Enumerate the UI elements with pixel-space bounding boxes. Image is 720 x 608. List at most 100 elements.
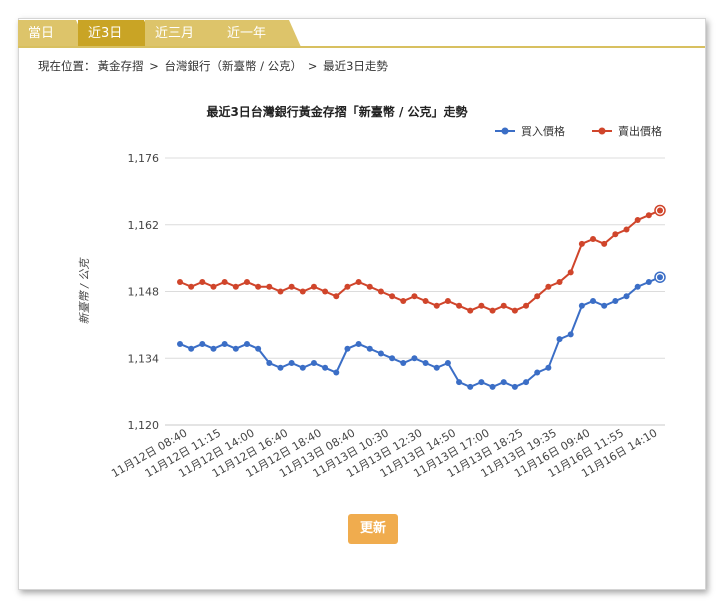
data-point [645,278,652,285]
data-point [444,360,451,367]
data-point [310,283,317,290]
breadcrumb-item-current: 最近3日走勢 [323,59,388,73]
data-point [456,379,463,386]
data-point [433,302,440,309]
data-point [344,345,351,352]
period-tabs: 當日 近3日 近三月 近一年 [18,20,704,47]
legend-label: 賣出價格 [618,124,662,138]
data-point [500,302,507,309]
data-point [266,360,273,367]
chart-panel [18,18,706,590]
data-point [456,302,463,309]
data-point [422,360,429,367]
data-point [523,379,530,386]
data-point [411,293,418,300]
data-point [366,345,373,352]
data-point [210,345,217,352]
data-point [578,302,585,309]
tab-background [78,20,156,47]
data-point [277,288,284,295]
data-point [188,283,195,290]
breadcrumb-item-bank[interactable]: 台灣銀行（新臺幣 / 公克） [164,59,303,73]
data-point [511,307,518,314]
refresh-button[interactable]: 更新 [348,514,398,544]
data-point [567,331,574,338]
data-point [210,283,217,290]
data-point [578,240,585,247]
data-point [333,293,340,300]
data-point [478,379,485,386]
data-point [366,283,373,290]
data-point [645,212,652,219]
data-point [422,298,429,305]
tab-3-days[interactable]: 近3日 [78,20,156,47]
data-point [333,369,340,376]
data-point [177,340,183,347]
data-point [255,345,262,352]
data-point [243,278,250,285]
data-point [478,302,485,309]
y-tick-label: 1,176 [128,152,160,165]
data-point [221,278,228,285]
data-point [523,302,530,309]
data-point [299,364,306,371]
data-point [657,207,663,214]
data-point [612,231,619,238]
data-point [188,345,195,352]
data-point [389,355,396,362]
data-point [221,340,228,347]
breadcrumb-separator: > [145,59,163,73]
tab-underline [18,46,705,48]
tab-label: 近三月 [155,26,195,41]
series-line-buy [179,276,661,388]
y-tick-label: 1,134 [128,352,160,365]
data-point [444,298,451,305]
tab-1-year[interactable]: 近一年 [217,20,301,47]
data-point [255,283,262,290]
data-point [601,240,608,247]
data-point [567,269,574,276]
data-point [657,274,663,281]
data-point [545,283,552,290]
data-point [389,293,396,300]
data-point [232,345,239,352]
legend-label: 買入價格 [521,124,565,138]
data-point [433,364,440,371]
breadcrumb-item-gold-passbook[interactable]: 黃金存摺 [97,59,144,73]
tab-label: 近一年 [227,26,267,41]
tab-background [18,20,88,47]
data-point [299,288,306,295]
data-point [590,298,597,305]
y-tick-label: 1,148 [128,286,160,299]
series-line-sell [179,209,661,312]
breadcrumb: 現在位置： 黃金存摺 > 台灣銀行（新臺幣 / 公克） > 最近3日走勢 [38,58,390,74]
data-point [500,379,507,386]
data-point [377,350,384,357]
data-point [400,360,407,367]
data-point [322,364,329,371]
tab-3-months[interactable]: 近三月 [145,20,229,47]
data-point [243,340,250,347]
data-point [467,307,474,314]
data-point [534,293,541,300]
legend-marker [501,127,509,135]
data-point [612,298,619,305]
y-axis-label: 新臺幣 / 公克 [78,257,91,325]
data-point [277,364,284,371]
tab-today[interactable]: 當日 [18,20,88,47]
data-point [489,383,496,390]
data-point [601,302,608,309]
data-point [556,336,563,343]
data-point [623,226,630,233]
y-tick-label: 1,162 [128,219,160,232]
data-point [266,283,273,290]
data-point [288,283,295,290]
data-point [623,293,630,300]
tab-background [217,20,301,47]
data-point [177,278,183,285]
tab-label: 當日 [28,26,55,41]
legend-marker [598,127,606,135]
data-point [288,360,295,367]
data-point [355,278,362,285]
